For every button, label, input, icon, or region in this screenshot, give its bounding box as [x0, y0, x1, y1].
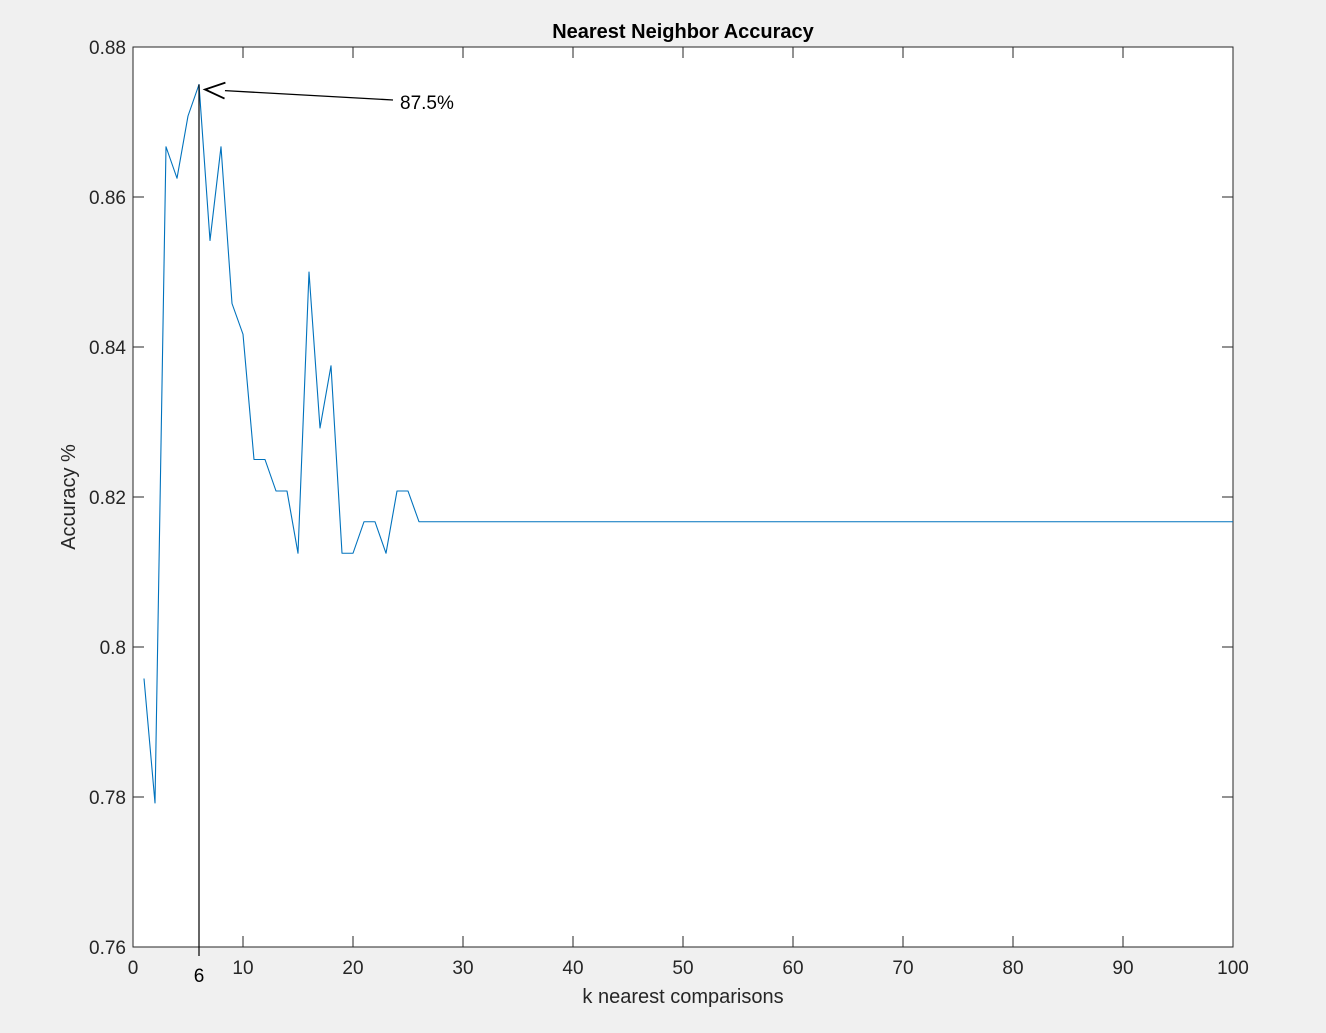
- plot-area: [132, 46, 1234, 948]
- y-tick-label: 0.76: [89, 938, 126, 959]
- chart-title: Nearest Neighbor Accuracy: [552, 21, 814, 43]
- x-tick-label: 90: [1112, 958, 1133, 979]
- x-tick-label: 0: [128, 958, 139, 979]
- x-axis-label: k nearest comparisons: [582, 986, 783, 1008]
- x-tick-label: 30: [452, 958, 473, 979]
- series-group: [143, 83, 1233, 804]
- x-tick-label: 10: [232, 958, 253, 979]
- x-tick-label: 100: [1217, 958, 1249, 979]
- x-tick-label: 60: [782, 958, 803, 979]
- x-tick-label: 80: [1002, 958, 1023, 979]
- marker-vertical-label: 6: [194, 966, 205, 987]
- y-axis-label: Accuracy %: [58, 444, 80, 550]
- y-tick-label: 0.82: [89, 488, 126, 509]
- x-tick-label: 50: [672, 958, 693, 979]
- y-tick-label: 0.86: [89, 188, 126, 209]
- annotation-arrow-head: [202, 81, 226, 100]
- y-tick-label: 0.84: [89, 338, 126, 359]
- x-tick-label: 40: [562, 958, 583, 979]
- y-tick-label: 0.88: [89, 38, 126, 59]
- series-line: [143, 83, 1233, 804]
- x-tick-label: 70: [892, 958, 913, 979]
- annotation-arrow-shaft: [224, 89, 394, 101]
- annotation-group: 6 87.5%: [194, 81, 454, 987]
- y-tick-label: 0.8: [100, 638, 126, 659]
- annotation-text: 87.5%: [400, 93, 454, 114]
- axis-ticks: 0 10 20 30 40 50 60 70 80 90 100 0.76 0.78 0.8 0.82 0.8…: [89, 38, 1249, 979]
- y-tick-label: 0.78: [89, 788, 126, 809]
- x-tick-label: 20: [342, 958, 363, 979]
